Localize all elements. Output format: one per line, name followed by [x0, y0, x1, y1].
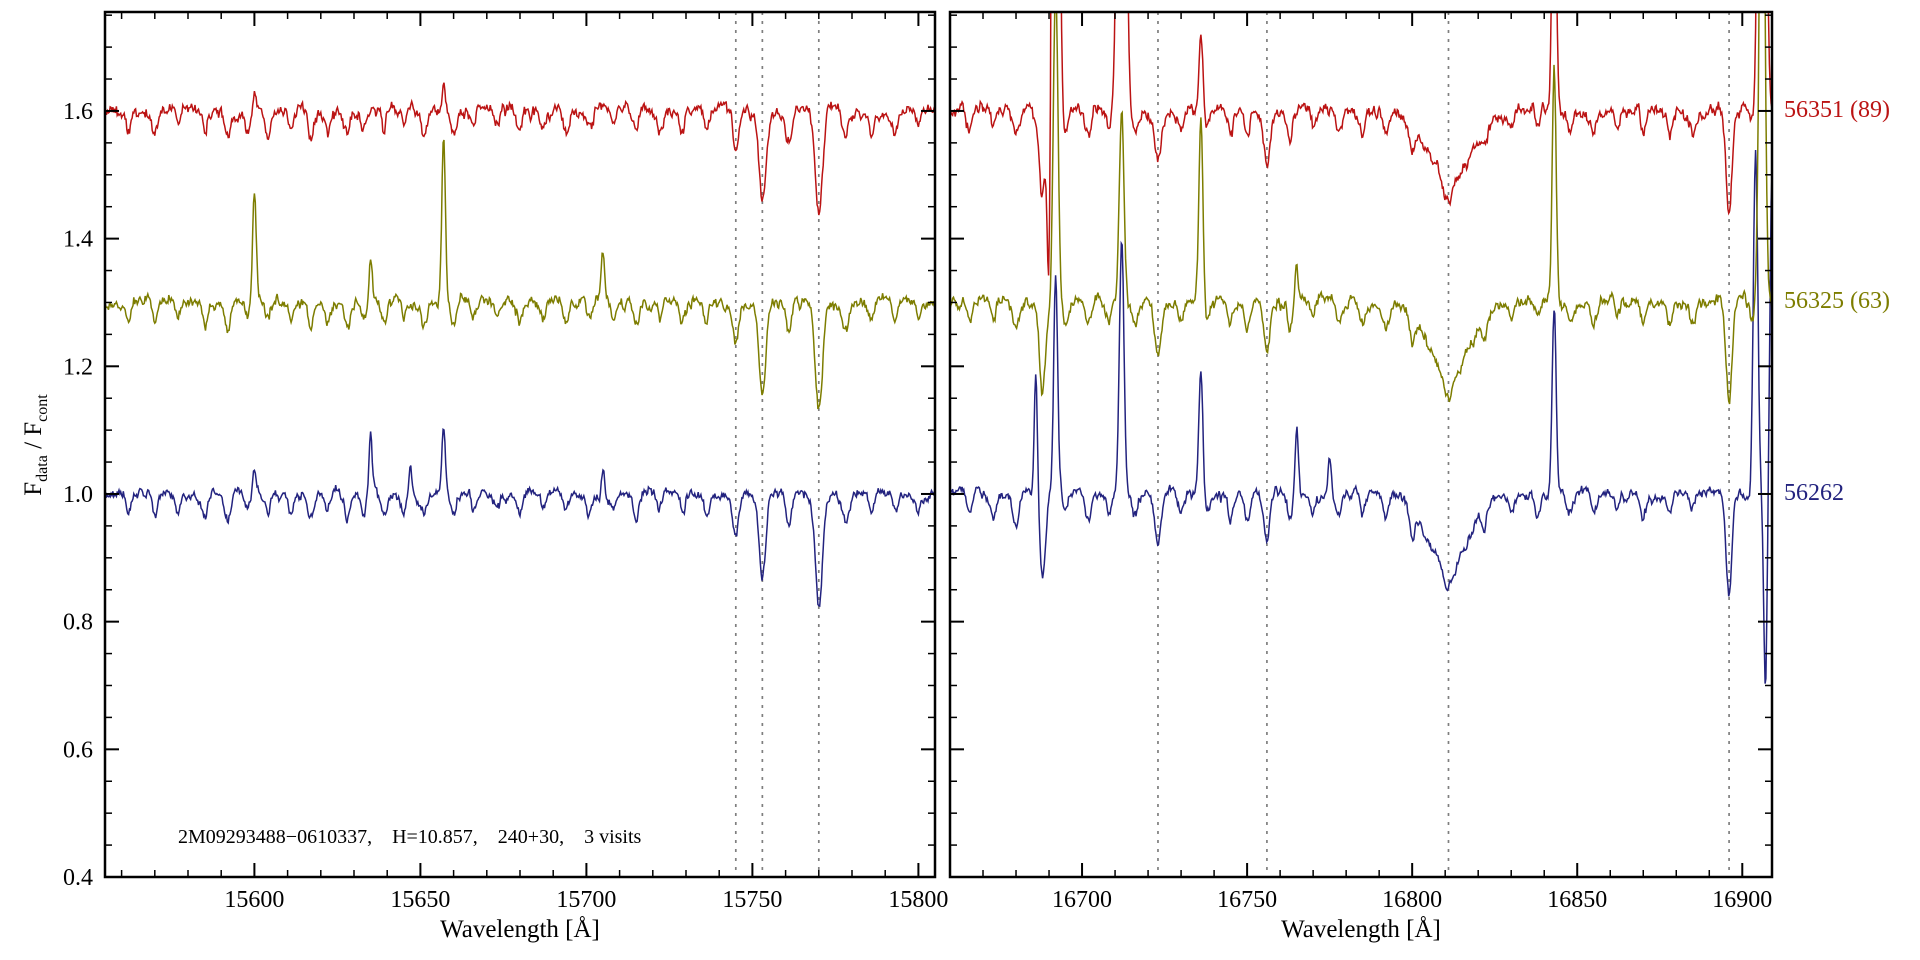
x-tick-label: 15700	[556, 887, 616, 913]
panel-border	[948, 10, 1774, 879]
y-axis-label-sub1: data	[34, 455, 51, 482]
target-annotation: 2M09293488−0610337, H=10.857, 240+30, 3 …	[178, 826, 642, 848]
y-tick-label: 1.4	[63, 227, 93, 253]
spectra-group	[105, 82, 935, 608]
series-label-56351: 56351 (89)	[1784, 96, 1890, 123]
x-tick-label: 15750	[722, 887, 782, 913]
x-tick-label: 16800	[1382, 887, 1442, 913]
series-label-56325: 56325 (63)	[1784, 288, 1890, 315]
panel-border	[103, 10, 937, 879]
y-tick-label: 0.4	[63, 865, 93, 891]
spectrum-line-56262	[950, 149, 1772, 684]
spectrum-line-5635189	[105, 82, 935, 216]
spectrum-line-56262	[105, 427, 935, 608]
y-tick-label: 1.6	[63, 99, 93, 125]
x-tick-label: 16700	[1052, 887, 1112, 913]
series-label-56262: 56262	[1784, 479, 1844, 506]
y-axis-label-f1: F	[20, 481, 47, 496]
x-axis-label-left: Wavelength [Å]	[440, 916, 600, 943]
spectrum-line-5632563	[105, 139, 935, 410]
y-tick-label: 1.2	[63, 354, 93, 380]
y-axis-label: Fdata / Fcont	[20, 394, 52, 495]
y-tick-label: 1.0	[63, 482, 93, 508]
spectrum-line-5635189	[950, 12, 1772, 276]
y-tick-label: 0.8	[63, 610, 93, 636]
x-tick-label: 15600	[224, 887, 284, 913]
x-tick-label: 15800	[888, 887, 948, 913]
x-axis-label-right: Wavelength [Å]	[1281, 916, 1441, 943]
x-tick-label: 16900	[1712, 887, 1772, 913]
y-axis-label-f2: / F	[20, 421, 47, 456]
x-tick-label: 16750	[1217, 887, 1277, 913]
x-tick-label: 16850	[1547, 887, 1607, 913]
spectrum-line-5632563	[950, 12, 1772, 405]
spectra-group	[950, 12, 1772, 684]
y-axis-label-sub2: cont	[34, 394, 51, 422]
y-tick-label: 0.6	[63, 737, 93, 763]
x-tick-label: 15650	[390, 887, 450, 913]
